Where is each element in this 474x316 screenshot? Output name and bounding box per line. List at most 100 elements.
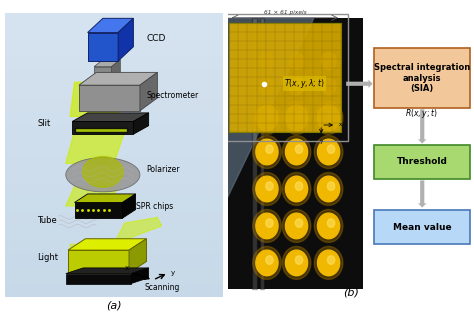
Polygon shape: [82, 156, 123, 187]
Text: (a): (a): [106, 301, 121, 311]
Text: y: y: [319, 139, 323, 144]
Bar: [5, 240, 223, 254]
FancyBboxPatch shape: [88, 33, 118, 61]
Circle shape: [282, 173, 311, 205]
Polygon shape: [88, 18, 133, 33]
Bar: [5, 183, 223, 198]
Bar: [5, 226, 223, 240]
Bar: [5, 70, 223, 84]
Polygon shape: [129, 239, 146, 273]
Bar: [5, 84, 223, 98]
Circle shape: [295, 182, 303, 190]
Circle shape: [314, 101, 343, 134]
Circle shape: [285, 213, 308, 239]
Polygon shape: [140, 72, 157, 111]
Bar: [5, 126, 223, 141]
Text: Threshold: Threshold: [397, 157, 447, 167]
FancyBboxPatch shape: [374, 210, 470, 245]
Circle shape: [282, 210, 311, 242]
Circle shape: [282, 246, 311, 279]
Bar: [5, 112, 223, 126]
Circle shape: [266, 219, 273, 227]
Text: Spectral integration
analysis
(SIA): Spectral integration analysis (SIA): [374, 63, 470, 93]
Text: $R(x, y; t)$: $R(x, y; t)$: [405, 107, 438, 120]
FancyBboxPatch shape: [68, 250, 129, 273]
FancyBboxPatch shape: [260, 18, 264, 289]
Text: (b): (b): [343, 287, 359, 297]
Text: Tube: Tube: [37, 216, 57, 225]
Polygon shape: [66, 131, 125, 163]
Circle shape: [318, 176, 340, 202]
Circle shape: [256, 176, 278, 202]
Circle shape: [285, 105, 308, 131]
FancyBboxPatch shape: [229, 22, 341, 132]
Polygon shape: [131, 268, 149, 283]
Polygon shape: [228, 18, 314, 198]
Circle shape: [266, 111, 273, 119]
Circle shape: [328, 111, 335, 119]
Polygon shape: [66, 268, 149, 274]
Text: Scanning: Scanning: [144, 283, 180, 292]
Polygon shape: [79, 72, 157, 85]
Circle shape: [282, 136, 311, 168]
Circle shape: [285, 250, 308, 276]
Polygon shape: [66, 158, 140, 192]
Circle shape: [314, 210, 343, 242]
Circle shape: [256, 213, 278, 239]
Text: x: x: [338, 123, 342, 127]
Circle shape: [318, 139, 340, 165]
Circle shape: [295, 219, 303, 227]
Polygon shape: [73, 113, 149, 121]
Circle shape: [295, 111, 303, 119]
Text: y: y: [171, 270, 174, 276]
FancyBboxPatch shape: [66, 274, 131, 283]
Bar: [5, 269, 223, 283]
Polygon shape: [111, 59, 120, 81]
Polygon shape: [133, 113, 149, 134]
Bar: [5, 98, 223, 112]
Circle shape: [266, 256, 273, 264]
Circle shape: [285, 139, 308, 165]
Circle shape: [314, 173, 343, 205]
Circle shape: [318, 250, 340, 276]
FancyBboxPatch shape: [94, 67, 111, 81]
Text: CCD: CCD: [146, 34, 166, 43]
Circle shape: [266, 182, 273, 190]
Bar: [5, 212, 223, 226]
Circle shape: [256, 105, 278, 131]
Circle shape: [253, 136, 281, 168]
Bar: [5, 169, 223, 183]
Polygon shape: [70, 82, 125, 116]
Polygon shape: [94, 59, 120, 67]
Circle shape: [253, 246, 281, 279]
Circle shape: [328, 219, 335, 227]
Circle shape: [328, 182, 335, 190]
FancyBboxPatch shape: [73, 121, 133, 134]
Circle shape: [289, 52, 304, 70]
Circle shape: [282, 101, 311, 134]
Polygon shape: [66, 186, 118, 206]
Bar: [5, 41, 223, 55]
Text: 61 × 61 pixels: 61 × 61 pixels: [264, 10, 306, 15]
Circle shape: [314, 246, 343, 279]
Circle shape: [328, 256, 335, 264]
Circle shape: [321, 52, 336, 70]
Circle shape: [256, 139, 278, 165]
FancyBboxPatch shape: [79, 85, 140, 111]
Circle shape: [253, 173, 281, 205]
Circle shape: [285, 176, 308, 202]
Bar: [5, 141, 223, 155]
Circle shape: [328, 145, 335, 153]
Bar: [5, 254, 223, 269]
Circle shape: [321, 78, 336, 95]
Circle shape: [266, 145, 273, 153]
FancyBboxPatch shape: [74, 128, 127, 131]
Bar: [5, 198, 223, 212]
Bar: [5, 13, 223, 27]
Text: SPR chips: SPR chips: [136, 202, 173, 210]
Text: Light: Light: [37, 253, 58, 262]
Circle shape: [318, 105, 340, 131]
FancyBboxPatch shape: [374, 48, 470, 108]
Circle shape: [253, 101, 281, 134]
Text: Mean value: Mean value: [393, 223, 452, 232]
